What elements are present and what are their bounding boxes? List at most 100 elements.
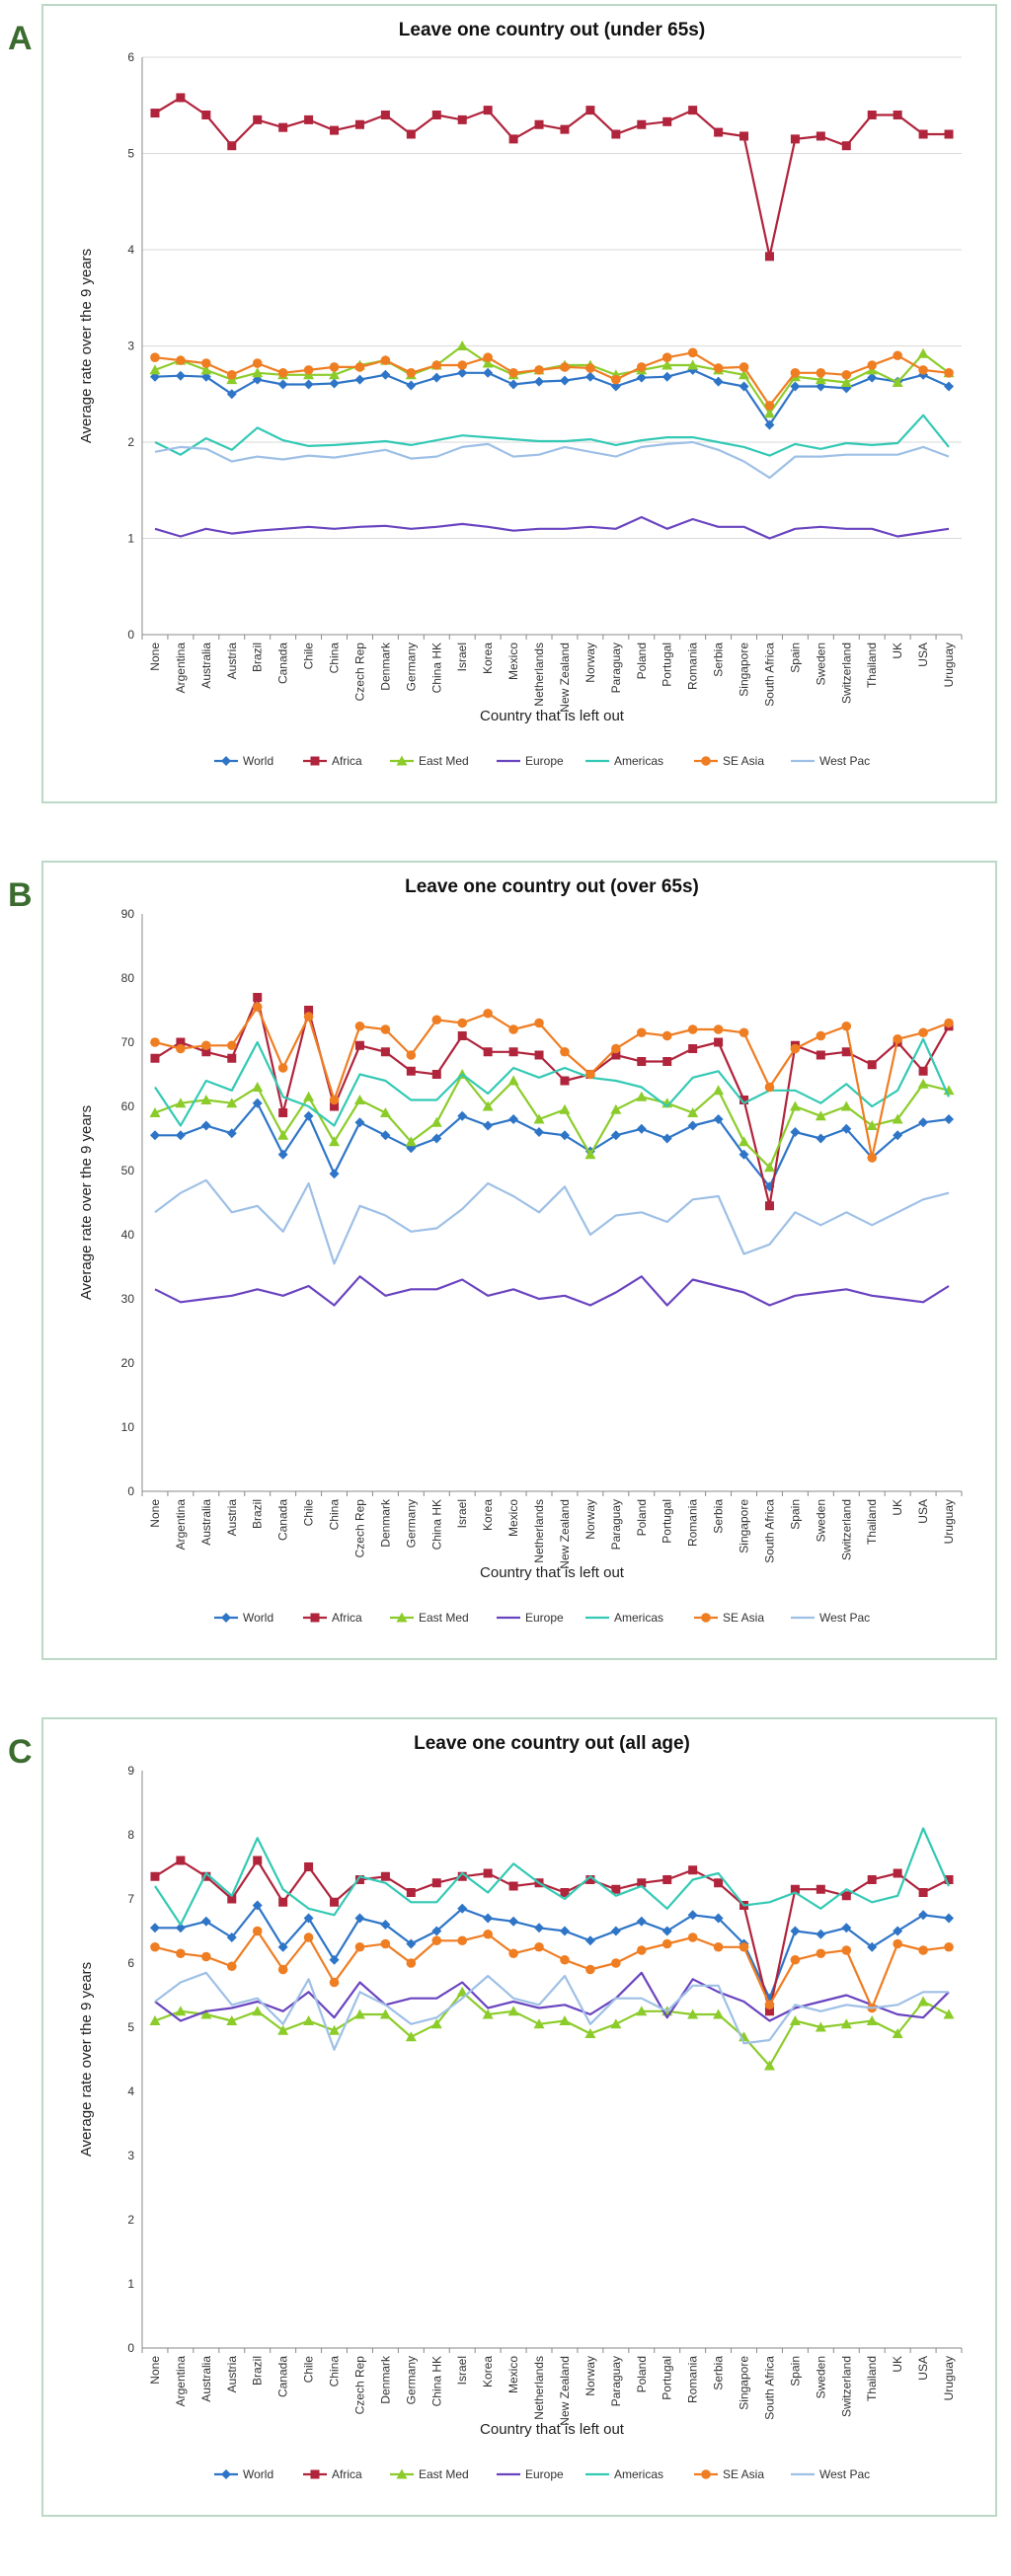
data-point	[560, 362, 570, 372]
data-point	[840, 2018, 852, 2029]
data-point	[226, 389, 237, 400]
data-point	[713, 1085, 725, 1096]
data-point	[662, 1875, 672, 1884]
data-point	[200, 2008, 212, 2019]
series-africa	[150, 993, 954, 1211]
data-point	[764, 2007, 774, 2016]
y-axis-label: Average rate over the 9 years	[78, 249, 95, 443]
x-tick-label: Argentina	[174, 2356, 188, 2407]
data-point	[380, 355, 391, 365]
data-point	[508, 134, 518, 144]
series-line	[154, 1858, 950, 2012]
data-point	[354, 362, 365, 372]
data-point	[200, 1095, 212, 1104]
data-point	[637, 119, 647, 129]
data-point	[201, 1047, 211, 1057]
data-point	[790, 134, 800, 144]
x-tick-label: Mexico	[506, 1499, 520, 1537]
y-tick-label: 9	[127, 1764, 134, 1778]
data-point	[379, 2008, 391, 2019]
data-point	[533, 1113, 545, 1124]
data-point	[201, 1871, 211, 1881]
data-point	[430, 2018, 442, 2029]
data-point	[917, 1996, 929, 2007]
data-point	[560, 1046, 570, 1057]
data-point	[714, 1037, 724, 1047]
data-point	[406, 1938, 417, 1949]
series-line	[154, 96, 949, 258]
legend-label: Europe	[525, 754, 564, 768]
data-point	[457, 1018, 468, 1028]
legend-item: East Med	[390, 1611, 469, 1625]
data-point	[739, 381, 749, 392]
legend-label: Africa	[332, 2467, 362, 2481]
chart-panel-a: A Leave one country out (under 65s) 0 1 2 3 4…	[0, 0, 1011, 849]
data-point	[227, 141, 237, 151]
data-point	[380, 1871, 390, 1881]
data-point	[739, 1136, 750, 1147]
data-point	[841, 141, 851, 151]
data-point	[482, 2008, 494, 2019]
data-point	[430, 1116, 442, 1127]
data-point	[329, 1977, 340, 1988]
x-tick-label: Denmark	[378, 1498, 392, 1548]
panel-letter: B	[8, 876, 33, 914]
data-point	[483, 1120, 494, 1131]
x-tick-label: Argentina	[174, 1499, 188, 1551]
series-line	[154, 1178, 950, 1265]
data-point	[815, 1110, 826, 1121]
data-point	[176, 1948, 186, 1959]
data-point	[253, 1856, 263, 1865]
series-west-pac	[154, 440, 950, 480]
data-point	[713, 2008, 725, 2019]
data-point	[278, 1897, 288, 1907]
data-point	[176, 355, 186, 365]
data-point	[610, 1926, 621, 1936]
data-point	[636, 1916, 647, 1927]
data-point	[329, 1954, 340, 1965]
series-west-pac	[154, 1178, 950, 1265]
data-point	[201, 111, 211, 119]
y-tick-label: 10	[121, 1420, 135, 1434]
data-point	[508, 368, 518, 378]
x-tick-label: USA	[916, 2356, 930, 2381]
x-tick-label: Brazil	[251, 643, 265, 672]
data-point	[201, 358, 211, 368]
legend-label: West Pac	[819, 754, 870, 768]
x-tick-label: China	[328, 1499, 342, 1531]
legend-marker	[310, 756, 320, 766]
x-tick-label: Chile	[302, 643, 316, 670]
data-point	[431, 111, 441, 119]
y-tick-label: 30	[121, 1292, 135, 1306]
data-point	[714, 1878, 724, 1888]
x-tick-label: Austria	[225, 1499, 239, 1537]
data-point	[380, 1938, 391, 1949]
y-tick-label: 50	[121, 1164, 135, 1177]
data-point	[226, 2015, 238, 2025]
data-point	[636, 372, 647, 383]
data-point	[560, 1954, 570, 1965]
data-point	[739, 362, 749, 372]
data-point	[150, 109, 160, 118]
x-tick-label: China HK	[429, 1499, 443, 1550]
data-point	[636, 1091, 648, 1101]
data-point	[764, 2000, 775, 2010]
series-line	[154, 344, 950, 415]
data-point	[483, 1929, 493, 1939]
data-point	[943, 2008, 955, 2019]
series-line	[154, 1971, 949, 2051]
legend-marker	[221, 2469, 231, 2479]
data-point	[867, 111, 877, 119]
data-point	[637, 1878, 647, 1888]
legend-item: West Pac	[791, 1611, 870, 1625]
data-point	[150, 1871, 160, 1881]
x-tick-label: New Zealand	[558, 643, 572, 713]
legend-label: Africa	[332, 1611, 362, 1625]
x-axis-label: Country that is left out	[480, 2421, 625, 2438]
x-tick-label: Serbia	[712, 1499, 726, 1534]
data-point	[636, 362, 647, 372]
x-tick-label: Spain	[788, 643, 802, 673]
data-point	[406, 380, 417, 391]
data-point	[584, 2028, 596, 2038]
legend-label: World	[243, 2467, 273, 2481]
